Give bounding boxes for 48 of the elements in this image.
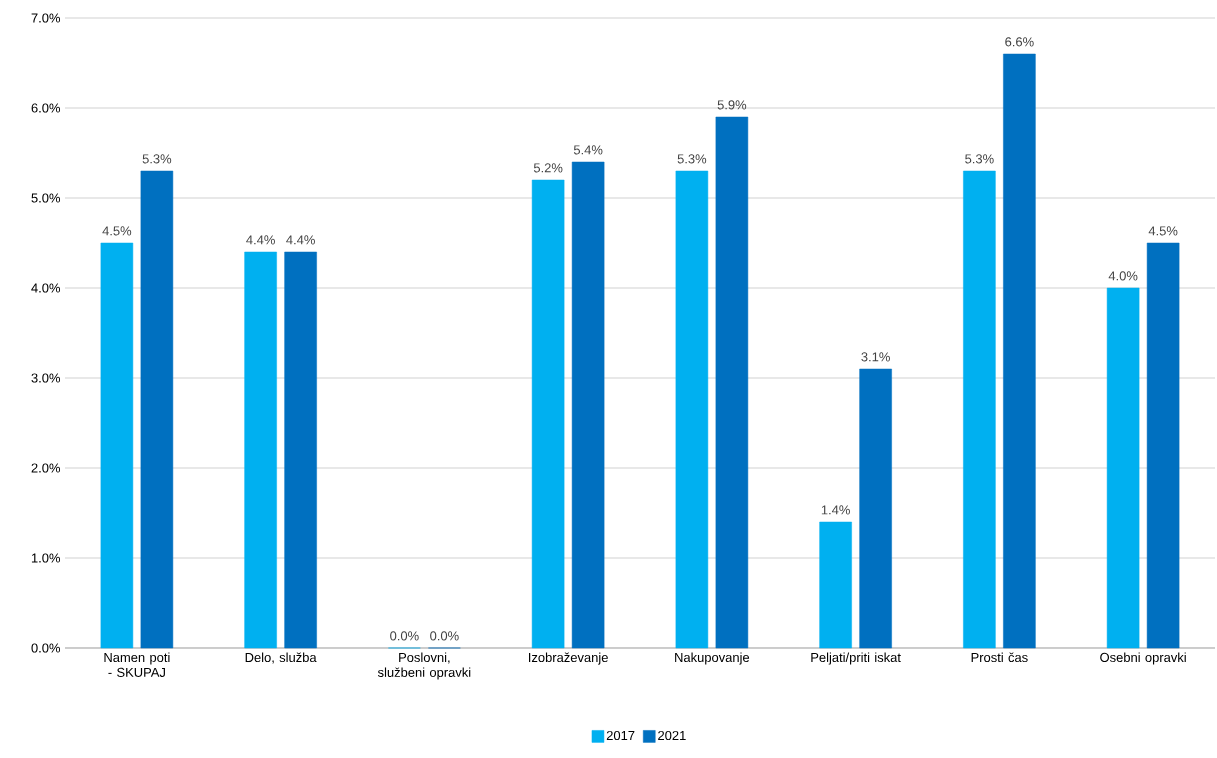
data-label: 4.5%	[102, 226, 132, 236]
x-tick-label: Namen poti - SKUPAJ	[104, 652, 170, 677]
y-tick-label: 7.0%	[31, 13, 61, 23]
data-label: 0.0%	[390, 631, 419, 641]
data-label: 4.0%	[1108, 271, 1138, 281]
y-tick-label: 4.0%	[31, 283, 61, 293]
y-tick-label: 1.0%	[31, 553, 61, 563]
bar	[859, 368, 892, 649]
x-tick-label: Osebni opravki	[1100, 652, 1186, 665]
x-tick-label: Poslovni, službeni opravki	[377, 652, 471, 680]
data-label: 0.0%	[430, 631, 459, 641]
bar	[675, 170, 709, 649]
bar	[1003, 53, 1036, 649]
data-label: 5.3%	[965, 154, 994, 164]
data-label: 5.3%	[677, 154, 707, 164]
y-tick-label: 5.0%	[31, 193, 61, 203]
x-tick-label: Nakupovanje	[675, 652, 750, 665]
bar	[571, 161, 605, 649]
data-label: 6.6%	[1005, 37, 1034, 47]
bar	[531, 179, 565, 649]
x-tick-label: Izobraževanje	[529, 652, 608, 665]
bar	[284, 251, 317, 649]
data-label: 5.2%	[533, 163, 563, 173]
legend-label: 2017	[606, 730, 635, 741]
bar	[244, 251, 277, 649]
data-label: 5.4%	[573, 145, 603, 155]
bar	[100, 242, 134, 649]
x-tick-label: Delo, služba	[245, 652, 317, 664]
x-tick-label: Peljati/priti iskat	[811, 652, 901, 665]
data-label: 4.4%	[286, 235, 315, 245]
x-tick-label: Prosti čas	[971, 652, 1028, 663]
bar	[715, 116, 749, 649]
data-label: 5.9%	[717, 100, 747, 110]
y-tick-label: 3.0%	[31, 373, 61, 383]
data-label: 5.3%	[142, 154, 172, 164]
data-label: 3.1%	[861, 352, 890, 362]
bar	[963, 170, 996, 649]
data-label: 4.4%	[246, 235, 275, 245]
bar	[819, 521, 852, 649]
data-label: 4.5%	[1148, 226, 1178, 236]
y-tick-label: 2.0%	[31, 463, 61, 473]
bar	[140, 170, 174, 649]
bar	[1106, 287, 1140, 649]
bar	[1146, 242, 1180, 649]
legend-label: 2021	[658, 730, 686, 741]
data-label: 1.4%	[821, 505, 850, 515]
y-tick-label: 0.0%	[31, 643, 61, 653]
y-tick-label: 6.0%	[31, 103, 61, 113]
